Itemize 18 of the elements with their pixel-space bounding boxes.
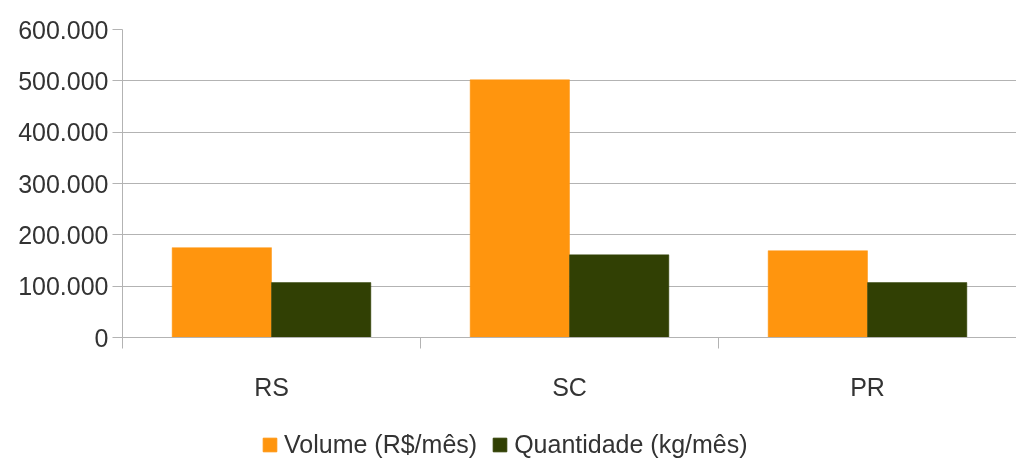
y-tick-label: 0 bbox=[94, 323, 109, 352]
y-tick-label: 300.000 bbox=[18, 169, 109, 198]
bar bbox=[469, 79, 570, 338]
x-tick-label: RS bbox=[254, 372, 289, 401]
x-tick-label: SC bbox=[552, 372, 587, 401]
bar bbox=[271, 282, 372, 338]
bar bbox=[867, 282, 968, 338]
x-tick-label: PR bbox=[850, 372, 885, 401]
y-tick-label: 400.000 bbox=[18, 118, 109, 147]
legend-label: Quantidade (kg/mês) bbox=[514, 430, 748, 459]
y-tick-label: 600.000 bbox=[18, 15, 109, 44]
bar bbox=[569, 254, 670, 338]
y-tick-label: 500.000 bbox=[18, 66, 109, 95]
bar bbox=[171, 247, 272, 338]
y-tick-label: 200.000 bbox=[18, 220, 109, 249]
y-tick-label: 100.000 bbox=[18, 272, 109, 301]
bar bbox=[767, 250, 868, 338]
legend-label: Volume (R$/mês) bbox=[284, 430, 478, 459]
